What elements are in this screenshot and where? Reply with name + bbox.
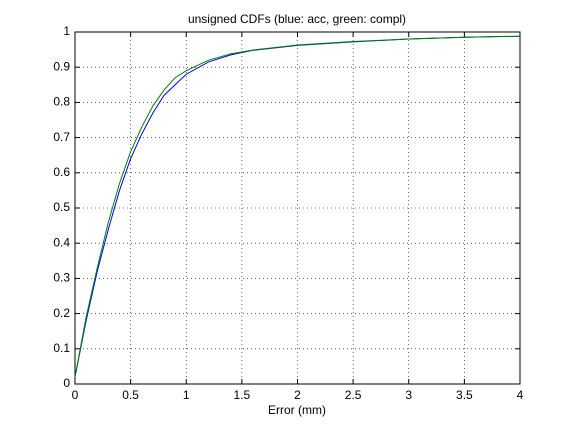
y-tick-label: 0.6 (53, 165, 70, 179)
y-tick-label: 0.3 (53, 271, 70, 285)
x-tick-label: 2.5 (345, 388, 362, 402)
y-tick-label: 0.2 (53, 306, 70, 320)
x-tick-label: 0 (72, 388, 79, 402)
line-series (74, 35, 521, 378)
y-tick-label: 0.7 (53, 130, 70, 144)
x-tick-label: 0.5 (122, 388, 139, 402)
chart-title: unsigned CDFs (blue: acc, green: compl) (188, 12, 406, 26)
y-tick-label: 1 (63, 24, 70, 38)
y-tick-label: 0 (63, 376, 70, 390)
y-tick-label: 0.4 (53, 235, 70, 249)
y-tick-label: 0.9 (53, 59, 70, 73)
x-axis-label: Error (mm) (268, 403, 326, 417)
x-tick-label: 3.5 (456, 388, 473, 402)
y-tick-label: 0.8 (53, 95, 70, 109)
x-tick-label: 4 (517, 388, 524, 402)
x-tick-label: 2 (294, 388, 301, 402)
x-tick-label: 1 (183, 388, 190, 402)
x-tick-label: 3 (405, 388, 412, 402)
plot-frame (74, 31, 521, 385)
x-tick-label: 1.5 (234, 388, 251, 402)
y-tick-label: 0.5 (53, 200, 70, 214)
y-tick-label: 0.1 (53, 341, 70, 355)
